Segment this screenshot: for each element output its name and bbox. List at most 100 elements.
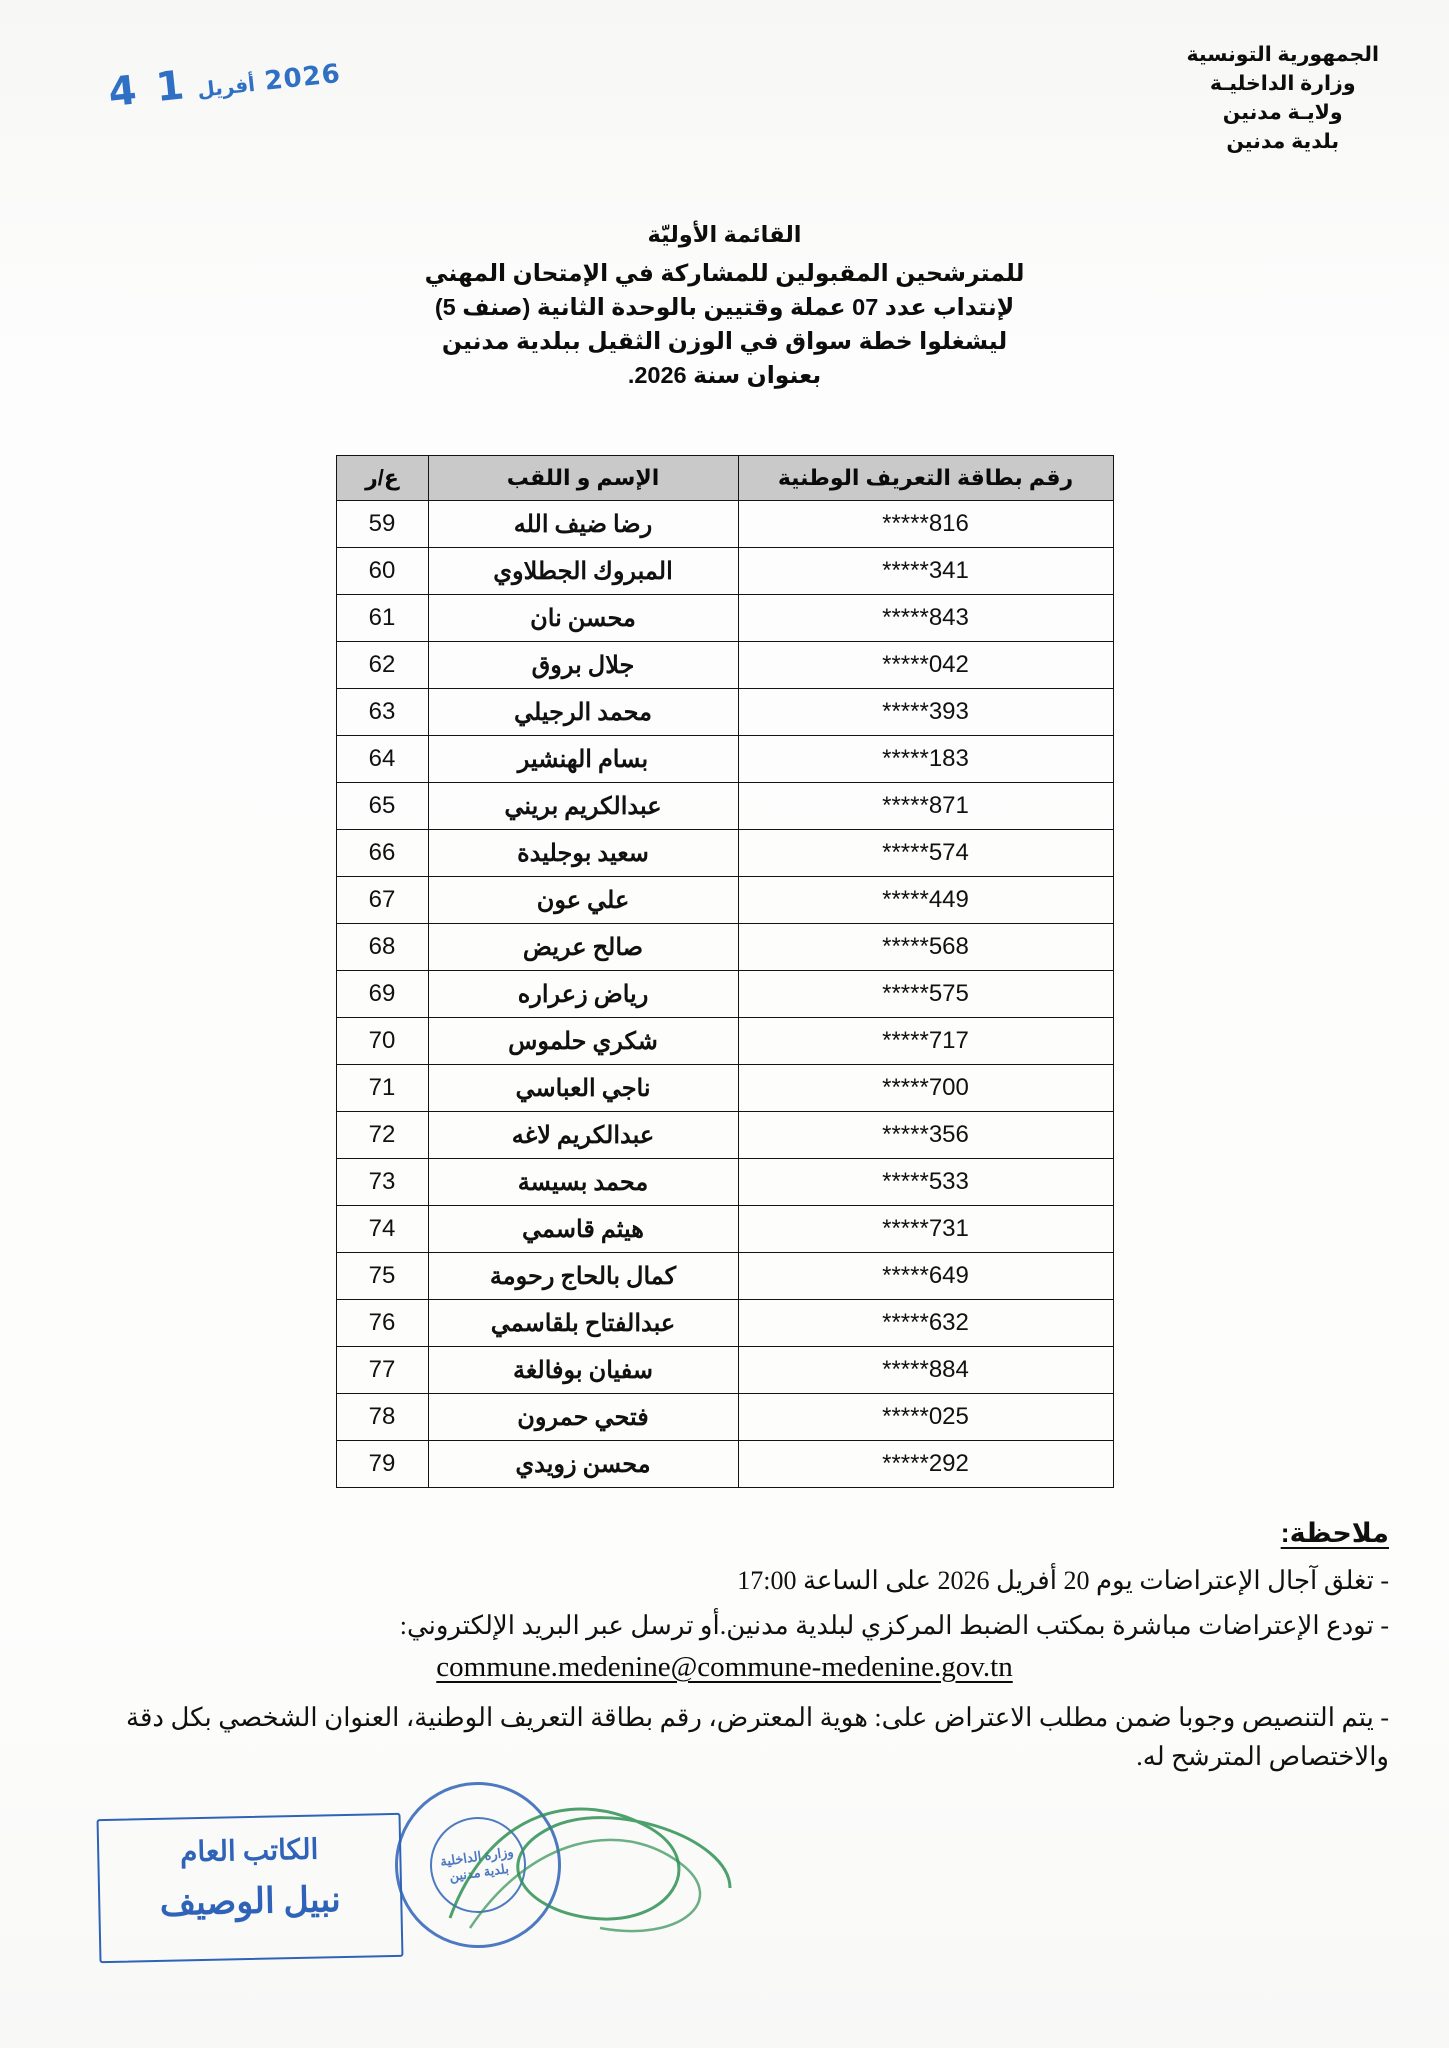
cell-national-id: *****183 — [737, 735, 1114, 783]
cell-order-number: 70 — [335, 1017, 429, 1065]
cell-candidate-name: شكري حلموس — [427, 1017, 739, 1065]
table-row: *****731 هيثم قاسمي 74 — [335, 1205, 1114, 1253]
page-title: القائمة الأوليّة — [647, 222, 802, 247]
table-head: رقم بطاقة التعريف الوطنية الإسم و اللقب … — [335, 455, 1114, 501]
cell-candidate-name: محمد الرجيلي — [427, 688, 739, 736]
table-row: *****816 رضا ضيف الله 59 — [335, 500, 1114, 548]
table-body: *****816 رضا ضيف الله 59 *****341 المبروك ال… — [335, 500, 1114, 1488]
cell-national-id: *****025 — [737, 1393, 1114, 1441]
cell-candidate-name: رياض زعراره — [427, 970, 739, 1018]
notes-section: ملاحظة: - تغلق آجال الإعتراضات يوم 20 أف… — [60, 1518, 1389, 1782]
cell-national-id: *****575 — [737, 970, 1114, 1018]
stamp-day: 1 4 — [106, 62, 190, 117]
title-line-3: ليشغلوا خطة سواق في الوزن الثقيل ببلدية … — [441, 328, 1008, 355]
cell-national-id: *****884 — [737, 1346, 1114, 1394]
title-line-2: لإنتداب عدد 07 عملة وقتيين بالوحدة الثان… — [434, 294, 1015, 321]
table-row: *****393 محمد الرجيلي 63 — [335, 688, 1114, 736]
stamp-month: أفريل — [196, 71, 257, 102]
cell-national-id: *****700 — [737, 1064, 1114, 1112]
cell-national-id: *****356 — [737, 1111, 1114, 1159]
cell-candidate-name: محمد بسيسة — [427, 1158, 739, 1206]
table-row: *****632 عبدالفتاح بلقاسمي 76 — [335, 1299, 1114, 1347]
header-line-ministry: وزارة الداخليـة — [1209, 72, 1356, 96]
official-round-stamp: وزارة الداخلية بلدية مدنين — [384, 1771, 572, 1959]
cell-order-number: 64 — [335, 735, 429, 783]
round-stamp-text: وزارة الداخلية بلدية مدنين — [423, 1810, 533, 1920]
cell-candidate-name: بسام الهنشير — [427, 735, 739, 783]
cell-national-id: *****871 — [737, 782, 1114, 830]
cell-candidate-name: هيثم قاسمي — [427, 1205, 739, 1253]
cell-candidate-name: جلال بروق — [427, 641, 739, 689]
ministry-header: الجمهورية التونسية وزارة الداخليـة ولايـ… — [1186, 40, 1379, 156]
table-header-row: رقم بطاقة التعريف الوطنية الإسم و اللقب … — [335, 455, 1114, 501]
cell-candidate-name: عبدالكريم بريني — [427, 782, 739, 830]
table-row: *****700 ناجي العباسي 71 — [335, 1064, 1114, 1112]
header-line-municipality: بلدية مدنين — [1226, 130, 1340, 154]
title-line-4: بعنوان سنة 2026. — [627, 362, 822, 389]
cell-national-id: *****341 — [737, 547, 1114, 595]
signatory-title: الكاتب العام — [179, 1834, 319, 1869]
cell-national-id: *****393 — [737, 688, 1114, 736]
cell-national-id: *****649 — [737, 1252, 1114, 1300]
cell-order-number: 63 — [335, 688, 429, 736]
table-row: *****717 شكري حلموس 70 — [335, 1017, 1114, 1065]
column-header-order: ع/ر — [335, 455, 429, 501]
table-row: *****533 محمد بسيسة 73 — [335, 1158, 1114, 1206]
cell-order-number: 79 — [335, 1440, 429, 1488]
cell-candidate-name: محسن زويدي — [427, 1440, 739, 1488]
table-row: *****843 محسن نان 61 — [335, 594, 1114, 642]
contact-email-link[interactable]: commune.medenine@commune-medenine.gov.tn — [436, 1651, 1013, 1683]
cell-order-number: 76 — [335, 1299, 429, 1347]
cell-order-number: 68 — [335, 923, 429, 971]
cell-candidate-name: كمال بالحاج رحومة — [427, 1252, 739, 1300]
header-line-governorate: ولايـة مدنين — [1222, 101, 1343, 125]
cell-order-number: 65 — [335, 782, 429, 830]
cell-order-number: 78 — [335, 1393, 429, 1441]
cell-candidate-name: فتحي حمرون — [427, 1393, 739, 1441]
cell-order-number: 67 — [335, 876, 429, 924]
stamp-year: 2026 — [263, 58, 343, 97]
cell-order-number: 77 — [335, 1346, 429, 1394]
cell-national-id: *****731 — [737, 1205, 1114, 1253]
note-requirements: - يتم التنصيص وجوبا ضمن مطلب الاعتراض عل… — [126, 1703, 1389, 1771]
cell-national-id: *****568 — [737, 923, 1114, 971]
cell-order-number: 72 — [335, 1111, 429, 1159]
table-row: *****025 فتحي حمرون 78 — [335, 1393, 1114, 1441]
cell-order-number: 73 — [335, 1158, 429, 1206]
title-line-1: للمترشحين المقبولين للمشاركة في الإمتحان… — [424, 260, 1025, 286]
cell-national-id: *****574 — [737, 829, 1114, 877]
note-deadline: - تغلق آجال الإعتراضات يوم 20 أفريل 2026… — [737, 1566, 1389, 1595]
table-row: *****356 عبدالكريم لاغه 72 — [335, 1111, 1114, 1159]
table-row: *****183 بسام الهنشير 64 — [335, 735, 1114, 783]
cell-national-id: *****843 — [737, 594, 1114, 642]
table-row: *****042 جلال بروق 62 — [335, 641, 1114, 689]
table-row: *****449 علي عون 67 — [335, 876, 1114, 924]
signatory-name: نبيل الوصيف — [159, 1880, 342, 1923]
cell-order-number: 69 — [335, 970, 429, 1018]
received-date-stamp: 2026 أفريل 1 4 — [106, 46, 342, 116]
cell-candidate-name: المبروك الجطلاوي — [427, 547, 739, 595]
table-row: *****575 رياض زعراره 69 — [335, 970, 1114, 1018]
cell-candidate-name: سعيد بوجليدة — [427, 829, 739, 877]
signature-box: الكاتب العام نبيل الوصيف — [96, 1812, 404, 1964]
column-header-name: الإسم و اللقب — [427, 455, 739, 501]
table-row: *****884 سفيان بوفالغة 77 — [335, 1346, 1114, 1394]
table-row: *****341 المبروك الجطلاوي 60 — [335, 547, 1114, 595]
cell-order-number: 59 — [335, 500, 429, 548]
cell-candidate-name: عبدالكريم لاغه — [427, 1111, 739, 1159]
document-title-block: القائمة الأوليّة للمترشحين المقبولين للم… — [0, 222, 1449, 392]
cell-order-number: 66 — [335, 829, 429, 877]
table-row: *****574 سعيد بوجليدة 66 — [335, 829, 1114, 877]
cell-order-number: 61 — [335, 594, 429, 642]
cell-candidate-name: رضا ضيف الله — [427, 500, 739, 548]
table-row: *****292 محسن زويدي 79 — [335, 1440, 1114, 1488]
cell-order-number: 60 — [335, 547, 429, 595]
cell-order-number: 62 — [335, 641, 429, 689]
candidates-table-wrapper: رقم بطاقة التعريف الوطنية الإسم و اللقب … — [0, 455, 1449, 1488]
table-row: *****871 عبدالكريم بريني 65 — [335, 782, 1114, 830]
cell-national-id: *****533 — [737, 1158, 1114, 1206]
cell-national-id: *****632 — [737, 1299, 1114, 1347]
cell-national-id: *****449 — [737, 876, 1114, 924]
cell-order-number: 75 — [335, 1252, 429, 1300]
